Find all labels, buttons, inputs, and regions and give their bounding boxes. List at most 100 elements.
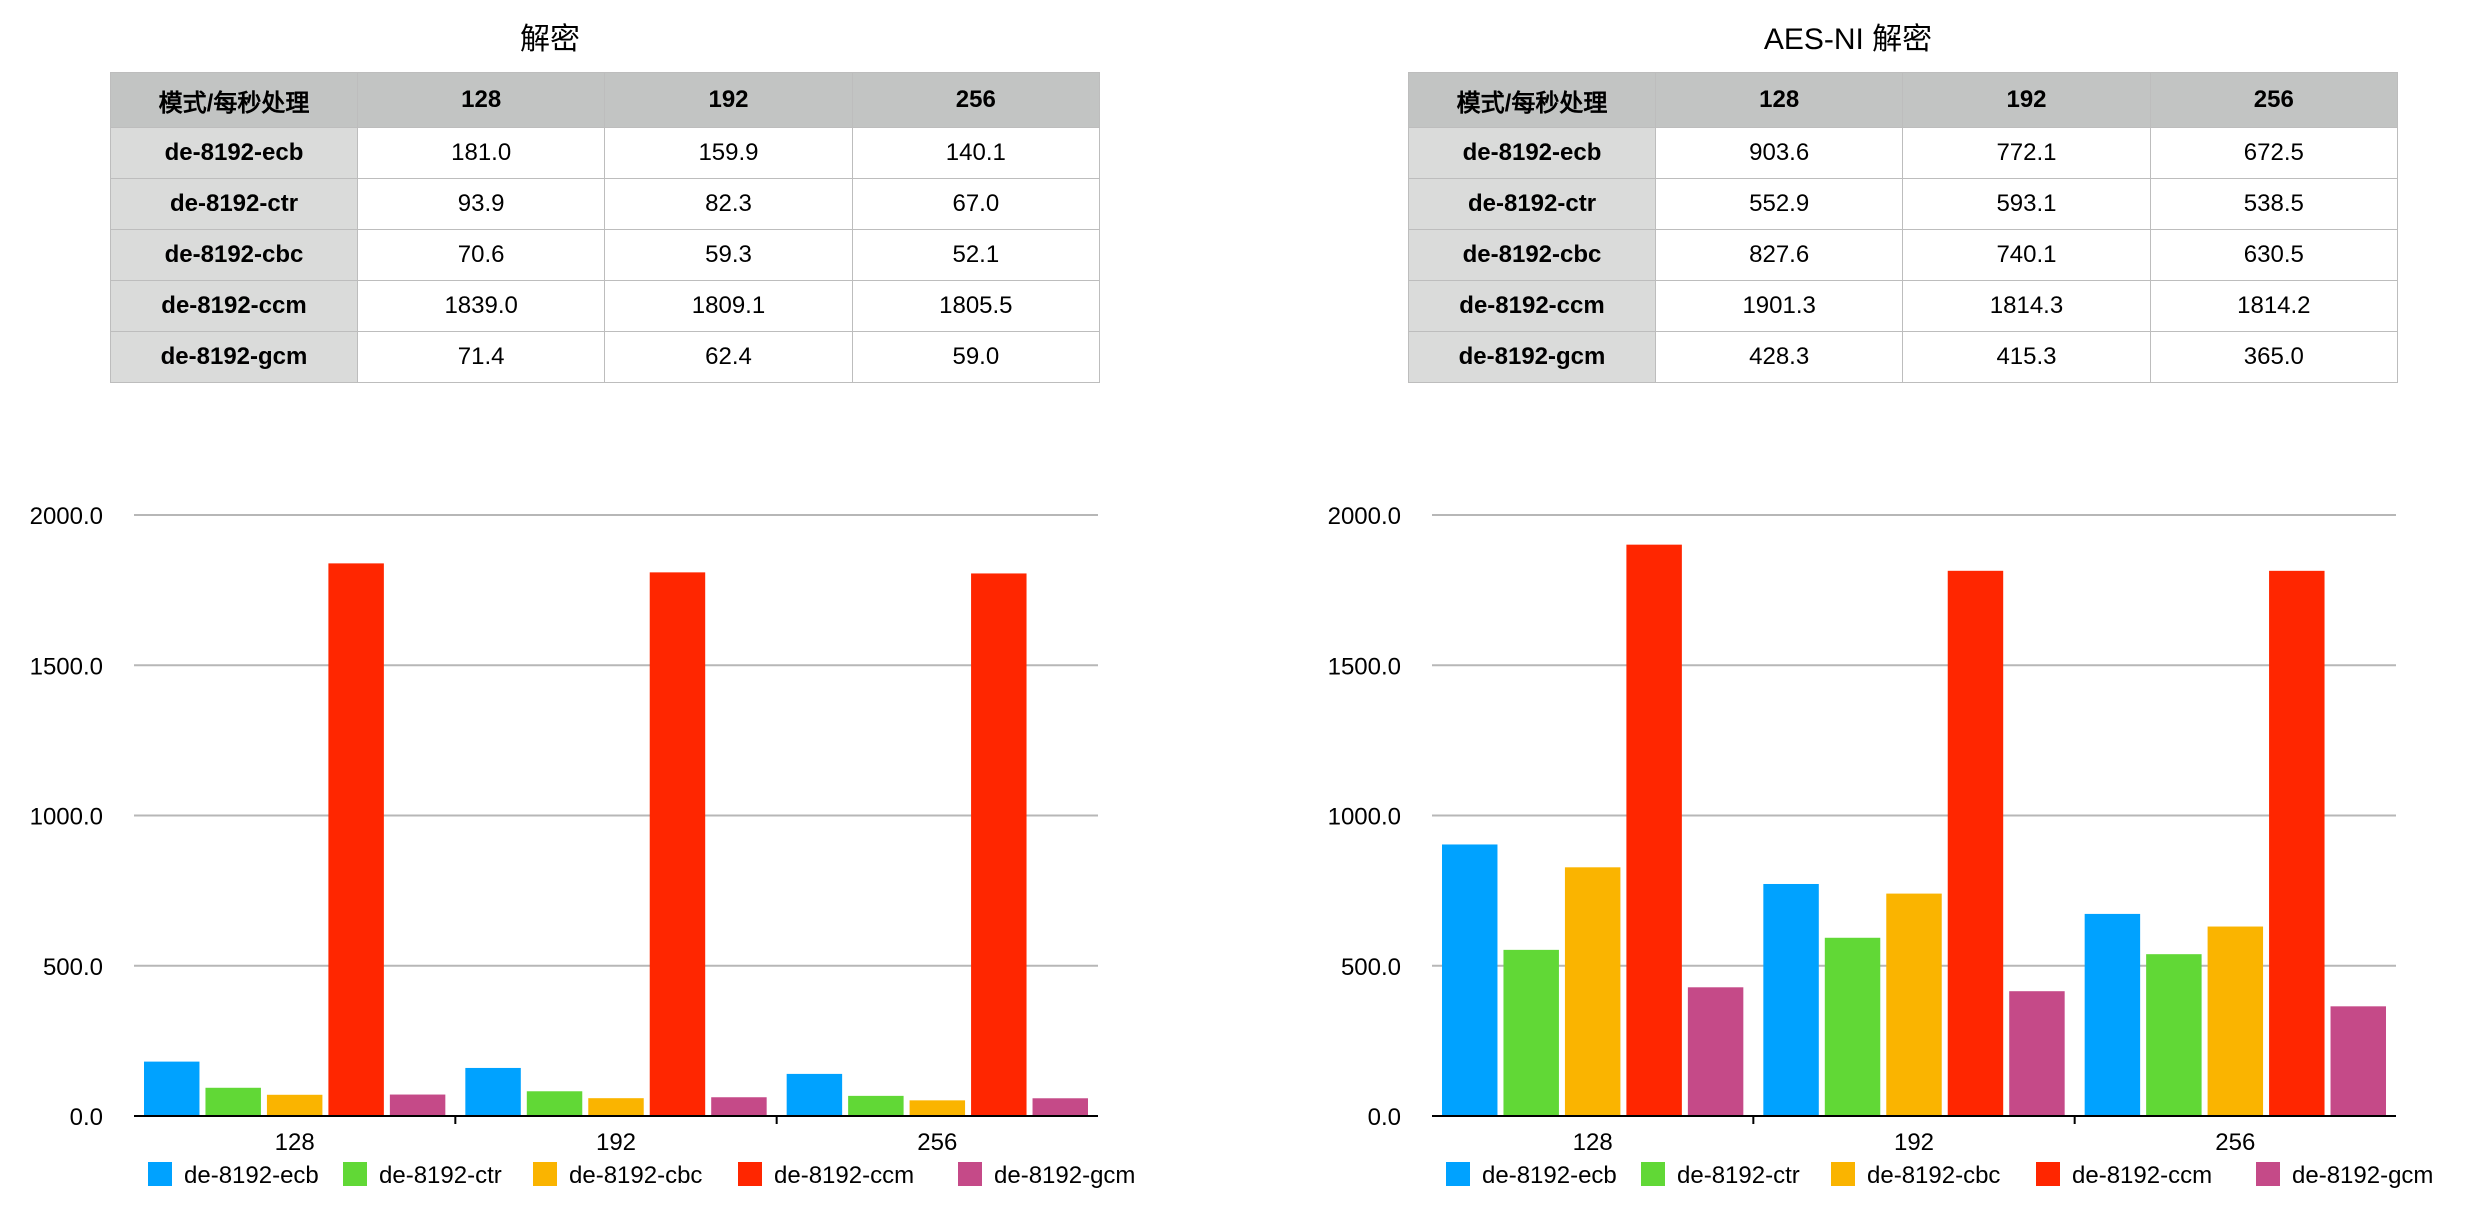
table-column-header: 192 xyxy=(605,73,852,128)
table-row: de-8192-ccm 1839.0 1809.1 1805.5 xyxy=(111,281,1100,332)
table-row: de-8192-cbc 70.6 59.3 52.1 xyxy=(111,230,1100,281)
legend-label: de-8192-ctr xyxy=(1677,1162,1800,1189)
table-cell: 365.0 xyxy=(2150,332,2397,383)
table-cell: 159.9 xyxy=(605,128,852,179)
row-label: de-8192-gcm xyxy=(1409,332,1656,383)
legend-swatch xyxy=(1446,1162,1470,1186)
x-tick-label: 256 xyxy=(917,1129,957,1156)
panel-decrypt: 解密 模式/每秒处理 128 192 256 de-8192-ecb 181.0… xyxy=(0,0,1246,1220)
legend-label: de-8192-gcm xyxy=(2292,1162,2433,1189)
table-cell: 428.3 xyxy=(1656,332,1903,383)
legend-label: de-8192-gcm xyxy=(994,1162,1135,1189)
legend-swatch xyxy=(343,1162,367,1186)
y-tick-label: 0.0 xyxy=(1368,1104,1401,1131)
legend-swatch xyxy=(2256,1162,2280,1186)
y-tick-label: 500.0 xyxy=(1341,954,1401,981)
bar-de-8192-ctr-192 xyxy=(527,1091,582,1116)
table-row: de-8192-ctr 552.9 593.1 538.5 xyxy=(1409,179,2398,230)
bar-de-8192-gcm-192 xyxy=(711,1097,766,1116)
y-tick-label: 1500.0 xyxy=(30,653,103,680)
table-row: de-8192-ctr 93.9 82.3 67.0 xyxy=(111,179,1100,230)
x-tick-label: 192 xyxy=(596,1129,636,1156)
legend-label: de-8192-ccm xyxy=(2072,1162,2212,1189)
y-tick-label: 500.0 xyxy=(43,954,103,981)
y-tick-label: 1500.0 xyxy=(1328,653,1401,680)
results-table: 模式/每秒处理 128 192 256 de-8192-ecb 903.6 77… xyxy=(1408,72,2398,383)
table-corner-header: 模式/每秒处理 xyxy=(1409,73,1656,128)
row-label: de-8192-ctr xyxy=(111,179,358,230)
row-label: de-8192-ecb xyxy=(111,128,358,179)
legend-label: de-8192-cbc xyxy=(1867,1162,2000,1189)
table-cell: 52.1 xyxy=(852,230,1099,281)
table-cell: 93.9 xyxy=(358,179,605,230)
legend-swatch xyxy=(533,1162,557,1186)
table-row: de-8192-cbc 827.6 740.1 630.5 xyxy=(1409,230,2398,281)
x-tick-label: 192 xyxy=(1894,1129,1934,1156)
table-cell: 1814.3 xyxy=(1903,281,2150,332)
legend-label: de-8192-ecb xyxy=(1482,1162,1617,1189)
bar-de-8192-ecb-256 xyxy=(2085,914,2140,1116)
bar-de-8192-ecb-256 xyxy=(787,1074,842,1116)
bar-de-8192-ccm-128 xyxy=(1626,545,1681,1116)
table-row: de-8192-ecb 181.0 159.9 140.1 xyxy=(111,128,1100,179)
table-row: de-8192-gcm 428.3 415.3 365.0 xyxy=(1409,332,2398,383)
bar-de-8192-cbc-192 xyxy=(588,1098,643,1116)
table-cell: 1839.0 xyxy=(358,281,605,332)
legend-swatch xyxy=(148,1162,172,1186)
legend-swatch xyxy=(1831,1162,1855,1186)
table-cell: 593.1 xyxy=(1903,179,2150,230)
panel-title: AES-NI 解密 xyxy=(1298,14,2398,58)
bar-de-8192-gcm-192 xyxy=(2009,991,2064,1116)
table-cell: 82.3 xyxy=(605,179,852,230)
table-cell: 1805.5 xyxy=(852,281,1099,332)
table-cell: 71.4 xyxy=(358,332,605,383)
row-label: de-8192-ccm xyxy=(111,281,358,332)
row-label: de-8192-ctr xyxy=(1409,179,1656,230)
bar-de-8192-ccm-192 xyxy=(1948,571,2003,1116)
legend-label: de-8192-ecb xyxy=(184,1162,319,1189)
y-tick-label: 1000.0 xyxy=(30,804,103,831)
table-cell: 181.0 xyxy=(358,128,605,179)
bar-de-8192-ctr-192 xyxy=(1825,938,1880,1116)
bar-de-8192-ecb-192 xyxy=(465,1068,520,1116)
y-tick-label: 1000.0 xyxy=(1328,804,1401,831)
legend-swatch xyxy=(738,1162,762,1186)
table-cell: 538.5 xyxy=(2150,179,2397,230)
bar-de-8192-cbc-256 xyxy=(2208,927,2263,1116)
table-cell: 1814.2 xyxy=(2150,281,2397,332)
row-label: de-8192-ccm xyxy=(1409,281,1656,332)
bar-de-8192-gcm-128 xyxy=(1688,987,1743,1116)
bar-de-8192-cbc-256 xyxy=(910,1100,965,1116)
bar-de-8192-gcm-256 xyxy=(2331,1006,2386,1116)
legend-swatch xyxy=(2036,1162,2060,1186)
table-cell: 903.6 xyxy=(1656,128,1903,179)
bar-de-8192-gcm-128 xyxy=(390,1095,445,1116)
table-header-row: 模式/每秒处理 128 192 256 xyxy=(111,73,1100,128)
row-label: de-8192-gcm xyxy=(111,332,358,383)
bar-de-8192-ccm-256 xyxy=(2269,571,2324,1116)
results-table: 模式/每秒处理 128 192 256 de-8192-ecb 181.0 15… xyxy=(110,72,1100,383)
table-cell: 672.5 xyxy=(2150,128,2397,179)
bar-de-8192-ecb-128 xyxy=(144,1062,199,1116)
legend-label: de-8192-ccm xyxy=(774,1162,914,1189)
bar-de-8192-ccm-128 xyxy=(328,563,383,1116)
table-cell: 59.0 xyxy=(852,332,1099,383)
legend-label: de-8192-cbc xyxy=(569,1162,702,1189)
table-cell: 1901.3 xyxy=(1656,281,1903,332)
bar-de-8192-ctr-128 xyxy=(205,1088,260,1116)
x-tick-label: 128 xyxy=(275,1129,315,1156)
bar-de-8192-ctr-256 xyxy=(848,1096,903,1116)
y-tick-label: 2000.0 xyxy=(30,503,103,530)
table-column-header: 192 xyxy=(1903,73,2150,128)
table-cell: 740.1 xyxy=(1903,230,2150,281)
table-cell: 772.1 xyxy=(1903,128,2150,179)
row-label: de-8192-cbc xyxy=(1409,230,1656,281)
table-cell: 70.6 xyxy=(358,230,605,281)
table-row: de-8192-ecb 903.6 772.1 672.5 xyxy=(1409,128,2398,179)
table-row: de-8192-gcm 71.4 62.4 59.0 xyxy=(111,332,1100,383)
table-cell: 59.3 xyxy=(605,230,852,281)
bar-de-8192-gcm-256 xyxy=(1033,1098,1088,1116)
legend-swatch xyxy=(1641,1162,1665,1186)
